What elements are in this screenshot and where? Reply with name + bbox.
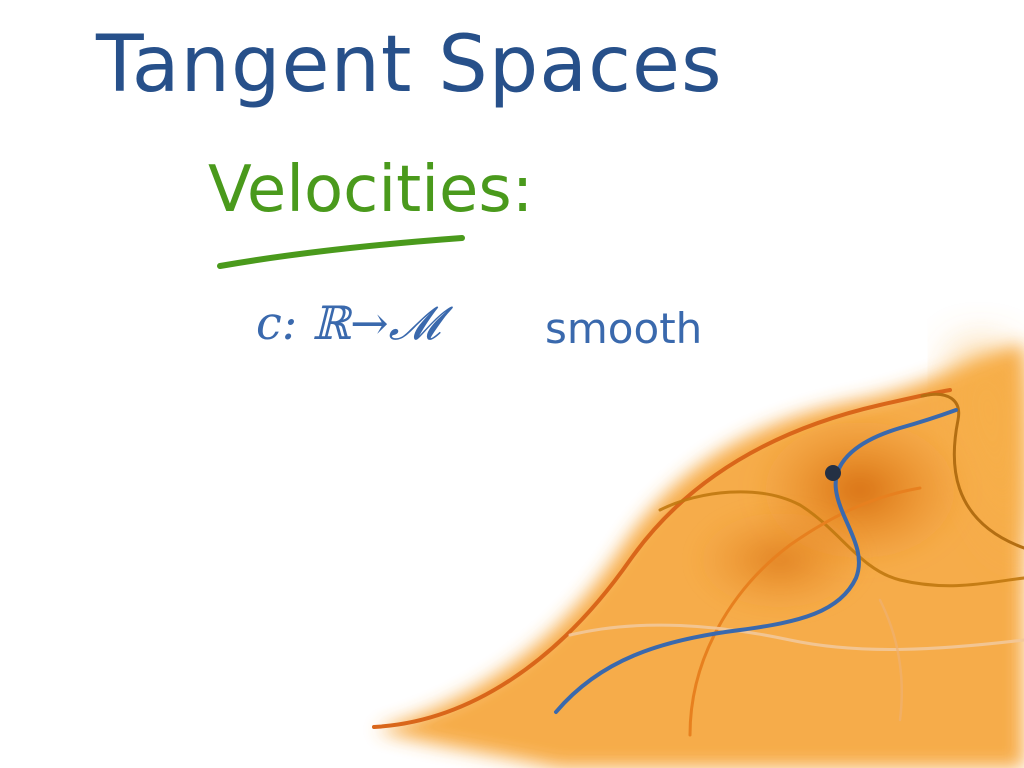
surface-grid-curve-4 — [878, 598, 904, 722]
smooth-label: smooth — [545, 304, 703, 353]
surface-grid-curve-2 — [688, 486, 922, 737]
manifold-shading-lower — [690, 505, 870, 615]
surface-grid-curve-3 — [568, 623, 1024, 651]
manifold-wash — [950, 347, 1024, 560]
curve-formula: c: ℝ→𝓜 — [256, 296, 441, 350]
slide-title: Tangent Spaces — [96, 20, 723, 110]
curve-point — [825, 465, 841, 481]
smooth-curve — [554, 408, 958, 714]
manifold-outline — [372, 388, 952, 729]
section-heading: Velocities: — [208, 153, 534, 227]
surface-grid-curve-1 — [658, 490, 1024, 588]
manifold-fold-curve — [920, 392, 1024, 550]
heading-underline — [217, 235, 465, 269]
